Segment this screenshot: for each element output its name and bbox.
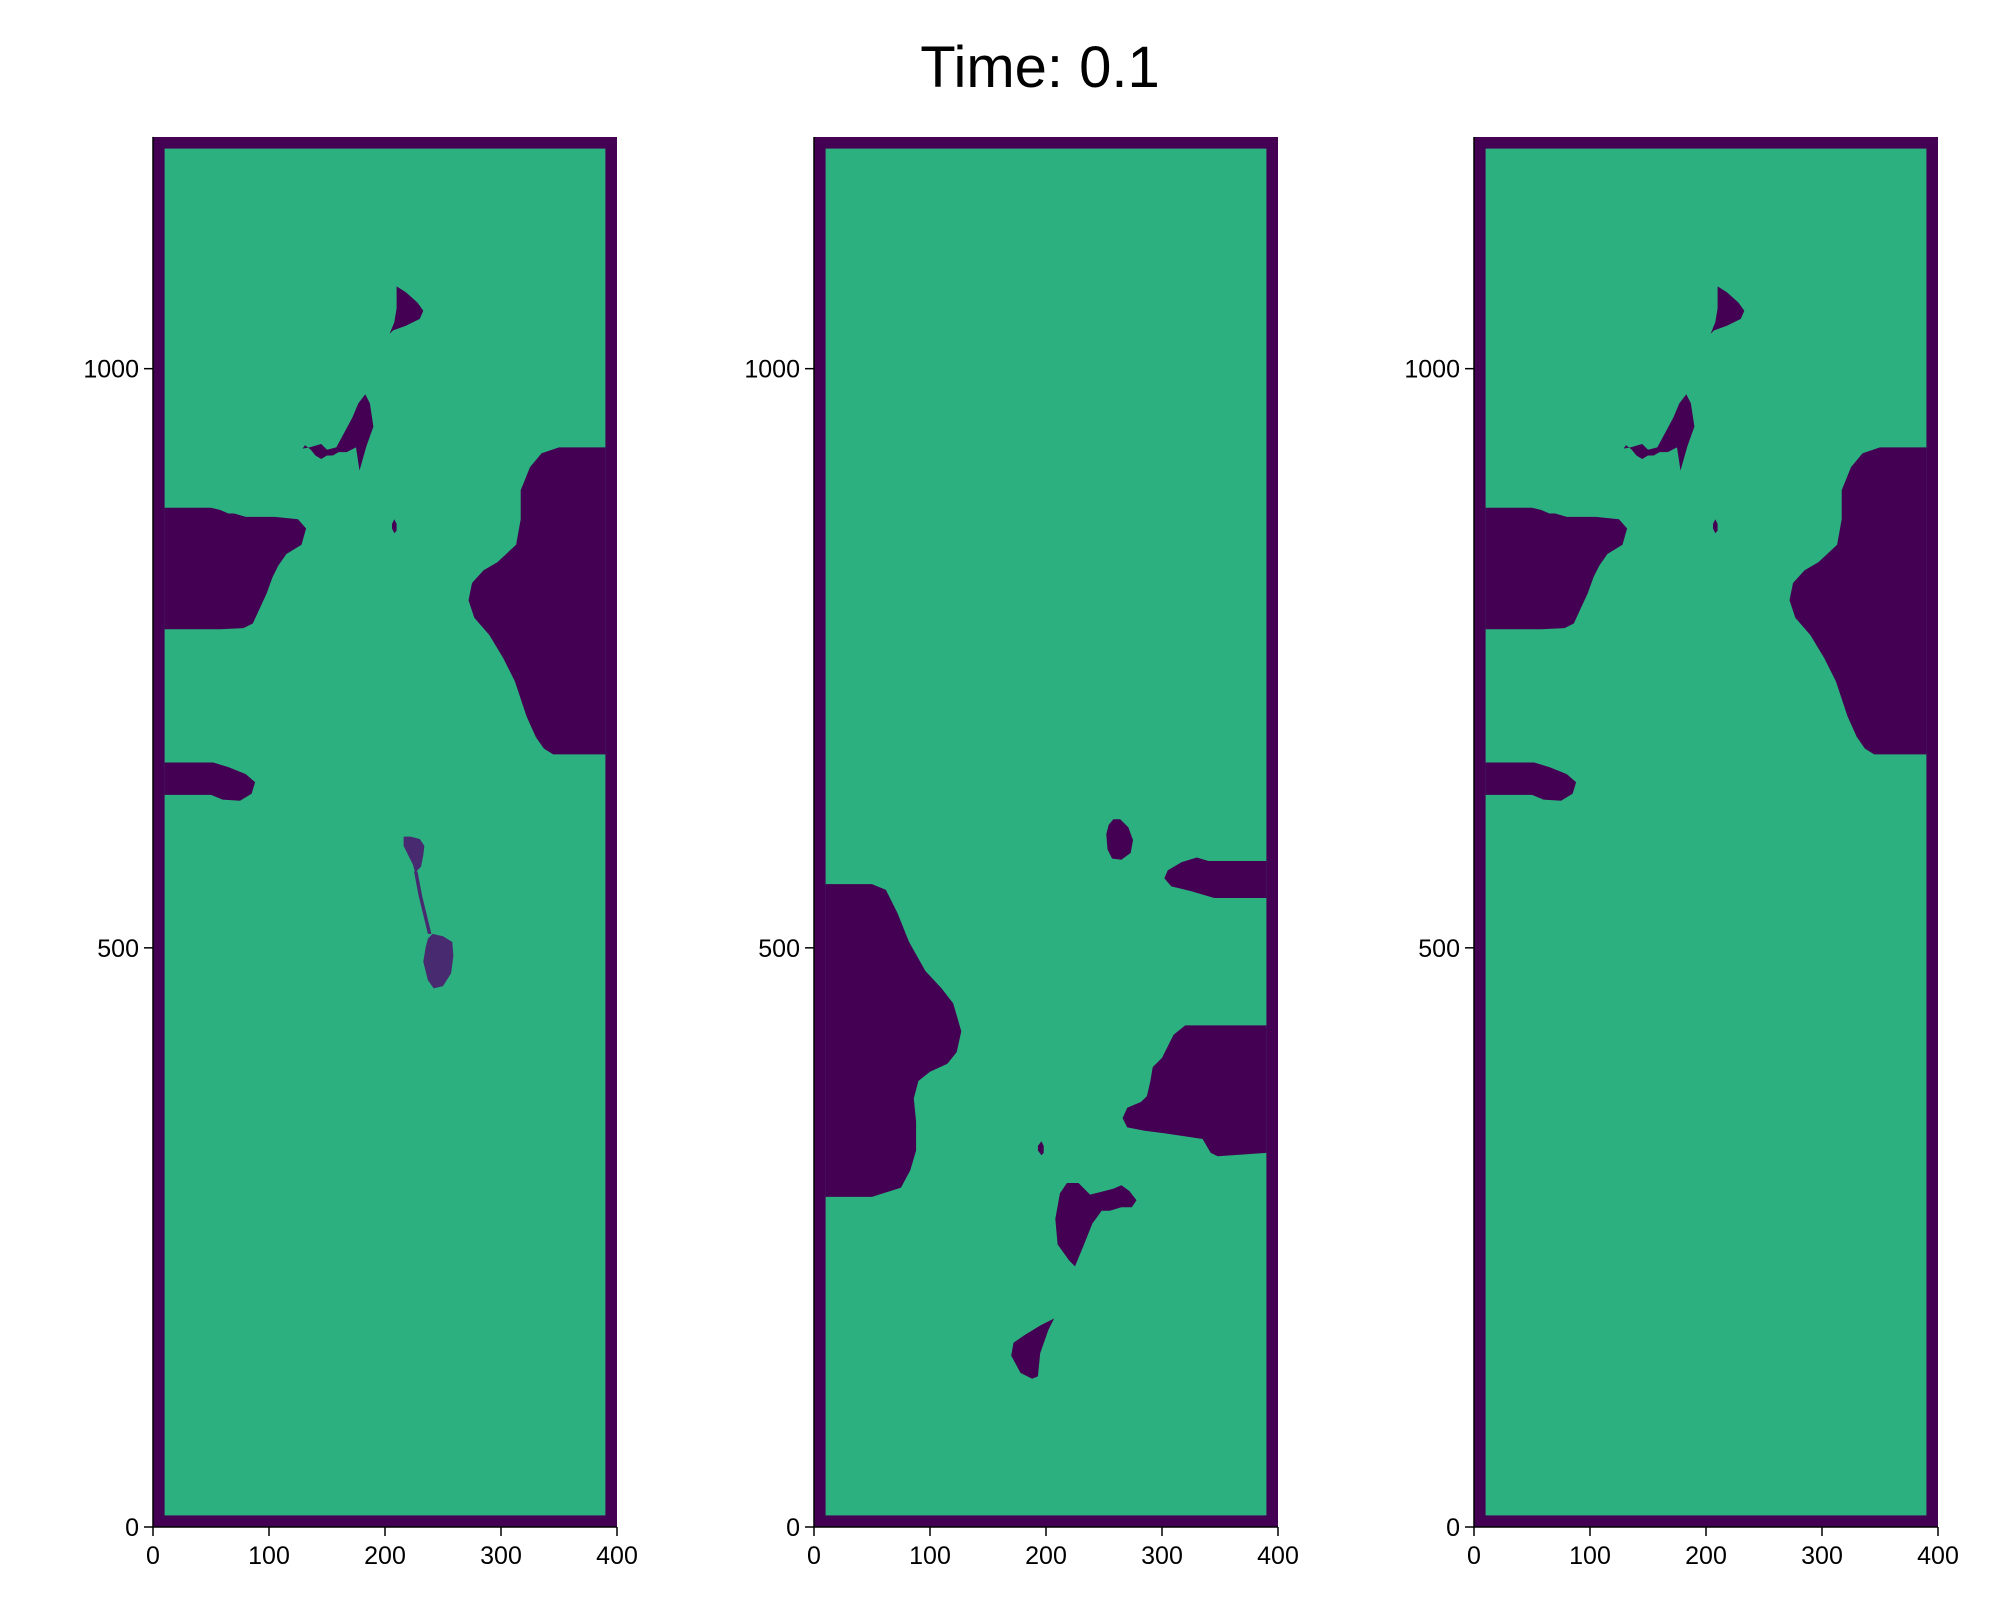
figure-title: Time: 0.1 <box>920 35 1160 100</box>
panel-2-x-tick-label: 400 <box>1257 1542 1299 1570</box>
panel-1-x-tick-label: 200 <box>364 1542 406 1570</box>
panel-2-right-lower-blob <box>1122 1025 1267 1157</box>
panel-1-trace-upper <box>403 836 425 873</box>
panel-3-x-tick-label: 100 <box>1569 1542 1611 1570</box>
panel-3-speck <box>1713 519 1718 534</box>
panel-3-right-blob <box>1789 447 1927 755</box>
panel-1-left-lower-blob <box>164 762 256 801</box>
panel-3-x-tick-label: 400 <box>1917 1542 1959 1570</box>
panel-3-x-tick-label: 0 <box>1467 1542 1481 1570</box>
panel-1-fluid <box>164 148 606 1516</box>
panel-3: 0 100 200 300 400 0 500 1000 <box>1404 137 1959 1570</box>
panel-1-x-tick-label: 400 <box>596 1542 638 1570</box>
panel-1-x-tick-label: 100 <box>248 1542 290 1570</box>
panel-3-x-tick-label: 300 <box>1801 1542 1843 1570</box>
panel-3-y-tick-label: 1000 <box>1404 356 1460 384</box>
panel-3-curl-blob <box>1623 394 1695 471</box>
panel-2-y-tick-label: 500 <box>758 935 800 963</box>
panel-3-left-upper-blob <box>1485 507 1628 630</box>
panel-2-speck <box>1037 1141 1044 1156</box>
panel-1-left-upper-blob <box>164 507 307 630</box>
panel-1-y-tick-label: 500 <box>97 935 139 963</box>
panel-2-left-blob <box>825 884 962 1197</box>
panel-1-trace-lower <box>423 933 454 989</box>
panel-1-x-tick-label: 300 <box>480 1542 522 1570</box>
panel-3-y-tick-label: 0 <box>1446 1514 1460 1542</box>
panel-2: 0 100 200 300 400 0 500 1000 <box>744 137 1299 1570</box>
panel-1-y-tick-label: 1000 <box>83 356 139 384</box>
panel-1-speck <box>392 519 397 534</box>
panel-1-right-blob <box>468 447 606 755</box>
panel-2-x-tick-label: 200 <box>1025 1542 1067 1570</box>
panel-3-x-tick-label: 200 <box>1685 1542 1727 1570</box>
panel-2-x-tick-label: 300 <box>1141 1542 1183 1570</box>
panel-1-spike-top <box>389 286 424 334</box>
panel-3-fluid <box>1485 148 1927 1516</box>
panel-2-y-tick-label: 1000 <box>744 356 800 384</box>
panel-2-small-oval <box>1106 819 1133 860</box>
panel-1-x-tick-label: 0 <box>146 1542 160 1570</box>
panel-2-x-tick-label: 100 <box>909 1542 951 1570</box>
panel-2-y-tick-label: 0 <box>786 1514 800 1542</box>
panel-3-left-lower-blob <box>1485 762 1577 801</box>
panel-2-right-upper-blob <box>1164 857 1267 898</box>
panel-2-curl-blob <box>1055 1183 1137 1267</box>
panel-3-y-tick-label: 500 <box>1418 935 1460 963</box>
panel-1: 0 100 200 300 400 0 500 1000 <box>83 137 638 1570</box>
panel-2-x-tick-label: 0 <box>807 1542 821 1570</box>
panel-2-fluid <box>825 148 1267 1516</box>
panel-2-bottom-spike <box>1011 1318 1055 1379</box>
panel-1-curl-blob <box>302 394 374 471</box>
panel-1-y-tick-label: 0 <box>125 1514 139 1542</box>
panel-3-spike-top <box>1710 286 1745 334</box>
panel-1-trace-thread <box>414 871 432 934</box>
